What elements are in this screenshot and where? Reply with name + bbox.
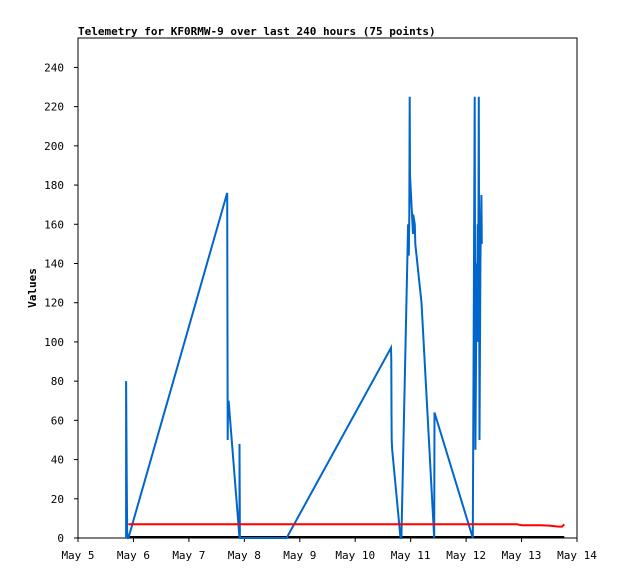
series-layer [125,96,566,539]
x-tick-label: May 12 [446,549,486,562]
x-tick-label: May 5 [61,549,94,562]
y-axis: 0 20 40 60 80 100 120 140 160 180 200 220 240 [44,61,78,545]
y-tick-label: 40 [51,454,64,467]
plot-area [77,37,578,539]
x-tick-label: May 11 [391,549,431,562]
x-tick-label: May 13 [502,549,542,562]
y-tick-label: 140 [44,257,64,270]
y-axis-label: Values [26,268,39,308]
series-line-0 [125,96,483,539]
x-tick-label: May 6 [117,549,150,562]
y-tick-label: 160 [44,218,64,231]
x-tick-label: May 9 [283,549,316,562]
y-tick-label: 180 [44,179,64,192]
y-tick-label: 80 [51,375,64,388]
y-tick-label: 120 [44,297,64,310]
y-tick-label: 0 [57,532,64,545]
chart-title: Telemetry for KF0RMW-9 over last 240 hou… [78,25,436,38]
x-axis: May 5 May 6 May 7 May 8 May 9 May 10 May 11 May… [61,538,597,562]
y-tick-label: 220 [44,101,64,114]
x-tick-label: May 10 [335,549,375,562]
x-tick-label: May 8 [228,549,261,562]
x-tick-label: May 14 [557,549,597,562]
series-line-1 [128,523,566,528]
y-tick-label: 100 [44,336,64,349]
y-tick-label: 240 [44,61,64,74]
y-tick-label: 20 [51,493,64,506]
y-tick-label: 200 [44,140,64,153]
x-tick-label: May 7 [172,549,205,562]
y-tick-label: 60 [51,414,64,427]
